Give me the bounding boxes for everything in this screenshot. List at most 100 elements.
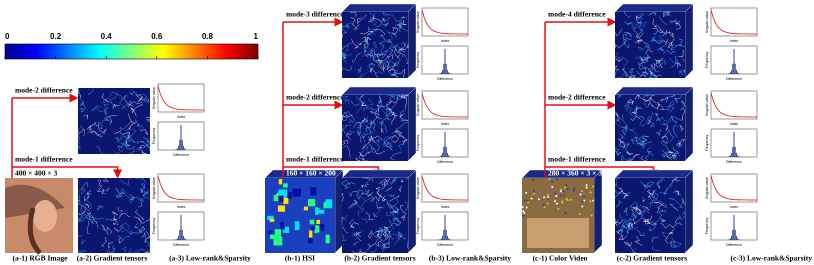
crowd [532,192,535,195]
hsi-texture [323,202,327,209]
size-label: 400 × 400 × 3 [15,169,58,178]
texture [631,208,636,216]
texture [630,127,639,136]
texture [629,108,633,117]
texture [386,34,393,43]
hsi-texture [278,195,284,202]
hsi-texture [307,199,316,207]
hsi-texture [303,206,308,211]
texture [386,200,399,210]
texture [649,122,655,128]
histogram-bar [449,239,451,240]
texture [373,105,382,112]
texture [395,122,408,133]
texture [357,207,365,217]
texture [344,98,350,104]
hsi-texture [309,230,313,238]
texture [369,63,376,72]
texture [118,236,124,244]
texture [342,145,351,158]
texture [139,183,145,190]
texture [668,42,674,48]
texture [80,214,95,225]
crowd [551,186,554,189]
texture [127,101,141,107]
texture [633,218,639,225]
histogram-bar [184,238,186,240]
texture [633,22,643,28]
hsi-texture [270,234,275,240]
texture [384,235,395,244]
texture [115,187,123,198]
texture [367,230,373,239]
crowd [555,195,558,198]
texture [384,186,392,192]
texture [373,40,377,49]
texture [629,202,639,208]
crowd [560,190,563,193]
texture [651,193,659,204]
histogram-bar [176,238,178,240]
caption: (b-2) Gradient tensors [344,254,415,263]
x-axis-label: Difference [437,243,453,247]
texture [394,24,408,32]
texture [405,177,409,181]
texture [91,106,104,113]
texture [615,229,623,233]
texture [614,111,619,118]
histogram-bar [440,72,442,74]
texture [626,73,635,79]
texture [641,56,647,65]
texture [77,145,82,150]
singular-value-curve [710,9,757,35]
texture [77,87,82,99]
cube-side [407,3,417,79]
crowd [565,184,568,187]
texture [642,215,653,223]
texture [369,12,375,17]
texture [614,192,622,199]
crowd [546,202,549,205]
texture [637,135,645,146]
histogram-bar [178,235,180,240]
texture [651,245,661,252]
histogram-bar [443,146,445,157]
texture [365,121,372,133]
texture [341,52,347,58]
texture [617,213,624,225]
texture [678,69,684,75]
texture [660,119,672,126]
texture [649,226,657,232]
texture [345,130,355,137]
hsi-texture [273,236,283,246]
crowd [589,200,592,203]
histogram-bar [448,238,450,240]
texture [358,149,368,162]
texture [136,248,146,254]
y-axis-label: Frequency [152,127,156,144]
texture [383,177,390,187]
crowd [533,189,536,192]
texture [389,233,398,239]
texture [367,242,379,248]
texture [366,244,371,252]
texture [82,114,89,120]
texture [114,191,125,197]
texture [136,141,141,144]
texture [625,32,631,39]
texture [615,57,623,63]
texture [133,222,139,229]
texture [375,71,384,79]
texture [676,214,682,220]
texture [385,102,392,107]
crowd [590,214,593,217]
texture [670,20,678,26]
crowd [532,178,535,181]
texture [673,150,679,162]
texture [392,208,399,215]
caption: (a-2) Gradient tensors [77,254,148,263]
x-axis-label: Difference [726,77,742,81]
texture [361,218,368,224]
texture [77,194,81,205]
texture [662,133,669,140]
